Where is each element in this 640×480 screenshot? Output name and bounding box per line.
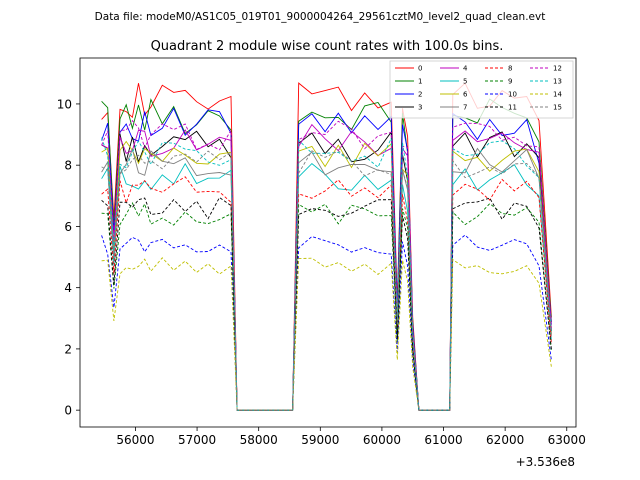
x-tick-label: 59000: [301, 433, 339, 447]
legend-label-8: 8: [508, 65, 512, 73]
legend-label-5: 5: [463, 78, 467, 86]
series-line-3: [101, 130, 552, 411]
y-axis: 0 2 4 6 8 10: [57, 97, 80, 418]
series-line-13: [101, 137, 552, 411]
series-line-7: [101, 147, 552, 411]
series-line-5: [101, 162, 552, 411]
series-line-14: [101, 257, 552, 411]
y-tick-label: 8: [64, 159, 72, 173]
series-line-6: [101, 140, 552, 411]
chart-title: Quadrant 2 module wise count rates with …: [151, 39, 504, 54]
legend-label-2: 2: [418, 91, 422, 99]
plot-frame: [79, 57, 577, 428]
legend-label-0: 0: [418, 65, 422, 73]
series-lines: [101, 82, 552, 411]
legend-frame: [389, 60, 574, 119]
x-offset-label: +3.536e8: [516, 455, 575, 469]
data-file-label: Data file: modeM0/AS1C05_019T01_90000042…: [95, 11, 546, 23]
x-tick-label: 63000: [548, 433, 586, 447]
legend-label-11: 11: [508, 104, 517, 112]
legend-label-9: 9: [508, 78, 512, 86]
series-line-1: [101, 98, 552, 411]
legend-label-1: 1: [418, 78, 422, 86]
legend-label-7: 7: [463, 104, 467, 112]
y-tick-label: 6: [64, 220, 72, 234]
legend-label-10: 10: [508, 91, 517, 99]
series-line-15: [101, 150, 552, 411]
legend-label-4: 4: [463, 65, 468, 73]
series-line-2: [101, 107, 552, 411]
x-tick-label: 57000: [178, 433, 216, 447]
series-line-11: [101, 196, 552, 411]
legend-label-13: 13: [553, 78, 562, 86]
series-line-8: [101, 176, 552, 411]
x-tick-label: 62000: [486, 433, 524, 447]
x-tick-label: 60000: [363, 433, 401, 447]
legend-label-14: 14: [553, 91, 562, 99]
series-line-10: [101, 234, 552, 411]
series-line-9: [101, 202, 552, 411]
legend-label-12: 12: [553, 65, 562, 73]
legend-label-3: 3: [418, 104, 422, 112]
series-line-4: [101, 123, 552, 411]
legend-label-6: 6: [463, 91, 468, 99]
series-line-12: [101, 119, 552, 411]
y-tick-label: 2: [64, 342, 72, 356]
x-tick-label: 61000: [424, 433, 462, 447]
y-tick-label: 10: [57, 97, 72, 111]
y-tick-label: 0: [64, 404, 72, 418]
x-axis: 56000 57000 58000 59000 60000 61000 62000 63000: [116, 427, 586, 447]
x-tick-label: 58000: [240, 433, 278, 447]
legend-label-15: 15: [553, 104, 562, 112]
y-tick-label: 4: [64, 281, 72, 295]
series-line-0: [101, 82, 552, 411]
x-tick-label: 56000: [116, 433, 154, 447]
